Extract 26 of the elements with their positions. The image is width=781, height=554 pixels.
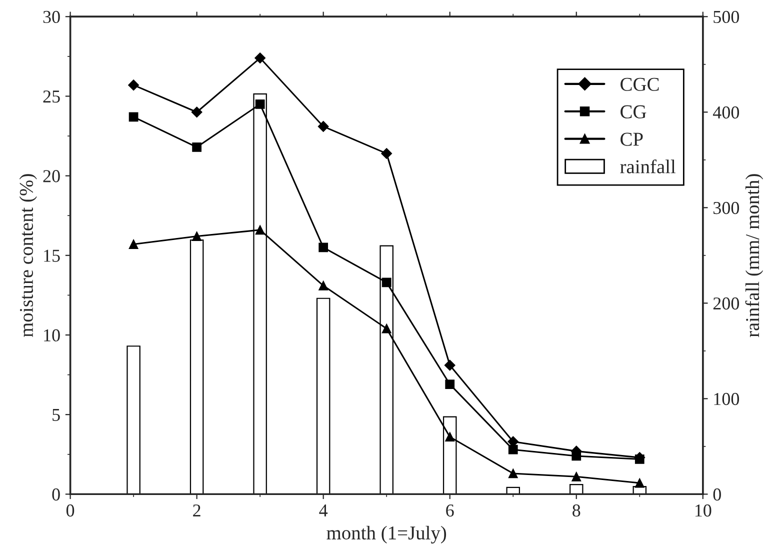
x-tick-label: 8 <box>572 504 580 517</box>
x-tick-label: 0 <box>66 504 74 517</box>
y2-tick-label: 0 <box>713 488 721 501</box>
y-tick-label: 10 <box>44 329 60 342</box>
y2-tick-label: 200 <box>713 297 740 310</box>
x-axis-title: month (1=July) <box>326 526 446 544</box>
legend-label: rainfall <box>620 159 676 174</box>
x-tick-label: 4 <box>319 504 328 516</box>
x-tick-label: 2 <box>193 504 200 516</box>
legend-label: CP <box>620 132 643 146</box>
x-tick-label: 10 <box>695 504 712 517</box>
y2-axis-title: rainfall (mm/ month) <box>745 174 764 338</box>
x-tick-label: 6 <box>446 504 454 517</box>
y2-tick-label: 400 <box>712 106 740 119</box>
y2-tick-label: 300 <box>713 202 740 214</box>
y-tick-label: 20 <box>43 170 60 182</box>
y2-tick-label: 500 <box>714 10 740 24</box>
legend-label: CG <box>620 105 646 118</box>
legend-label: CGC <box>620 78 659 91</box>
y2-tick-label: 100 <box>714 392 740 406</box>
y-tick-label: 15 <box>44 250 60 262</box>
y-tick-label: 0 <box>52 488 60 501</box>
y-tick-label: 5 <box>52 409 60 422</box>
y-tick-label: 25 <box>43 90 60 103</box>
y-axis-title: moisture content (%) <box>19 174 37 338</box>
y-tick-label: 30 <box>43 10 60 24</box>
